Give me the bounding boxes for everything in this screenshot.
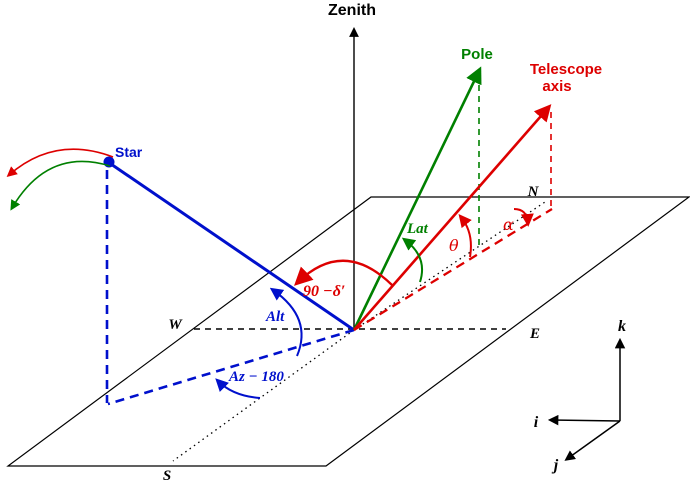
pole-label: Pole xyxy=(461,46,493,63)
north-label: N xyxy=(527,184,540,200)
west-label: W xyxy=(168,317,183,333)
telescope-ground-line xyxy=(353,208,553,331)
basis-j-axis xyxy=(564,420,621,461)
zenith-label: Zenith xyxy=(328,2,376,19)
basis-j-label: j xyxy=(551,457,559,474)
basis-i-label: i xyxy=(534,414,539,431)
lat-angle-arc xyxy=(401,237,424,283)
basis-i-axis xyxy=(547,414,621,426)
star-motion-arc-green xyxy=(10,160,111,211)
lat-angle-label: Lat xyxy=(406,221,429,237)
pole-vector xyxy=(352,66,482,331)
alpha-angle-label: α xyxy=(503,215,514,234)
azimuth-angle-label: Az − 180 xyxy=(228,369,284,385)
south-label: S xyxy=(163,468,171,482)
basis-k-label: k xyxy=(618,318,626,335)
telescope-axis-vector xyxy=(353,104,552,331)
theta-angle-arc xyxy=(458,213,472,258)
alpha-angle-arc xyxy=(513,208,534,227)
east-label: E xyxy=(529,326,540,342)
codeclination-arc xyxy=(294,259,393,286)
star-azimuth-line xyxy=(107,328,355,406)
theta-angle-label: θ xyxy=(449,236,459,255)
star-motion-arc-red xyxy=(6,148,114,178)
meridian-south-line xyxy=(172,329,355,462)
horizon-plane xyxy=(6,196,690,467)
azimuth-angle-arc xyxy=(215,378,261,399)
meridian-north-line xyxy=(353,201,546,331)
alt-angle-arc xyxy=(269,287,303,357)
codeclination-label: 90 −δ′ xyxy=(303,283,345,300)
telescope-axis-label-line1: Telescope xyxy=(530,61,602,78)
alt-angle-label: Alt xyxy=(265,309,285,325)
star-sight-line xyxy=(107,160,355,332)
telescope-axis-label-line2: axis xyxy=(542,78,571,95)
star-label: Star xyxy=(115,144,143,160)
